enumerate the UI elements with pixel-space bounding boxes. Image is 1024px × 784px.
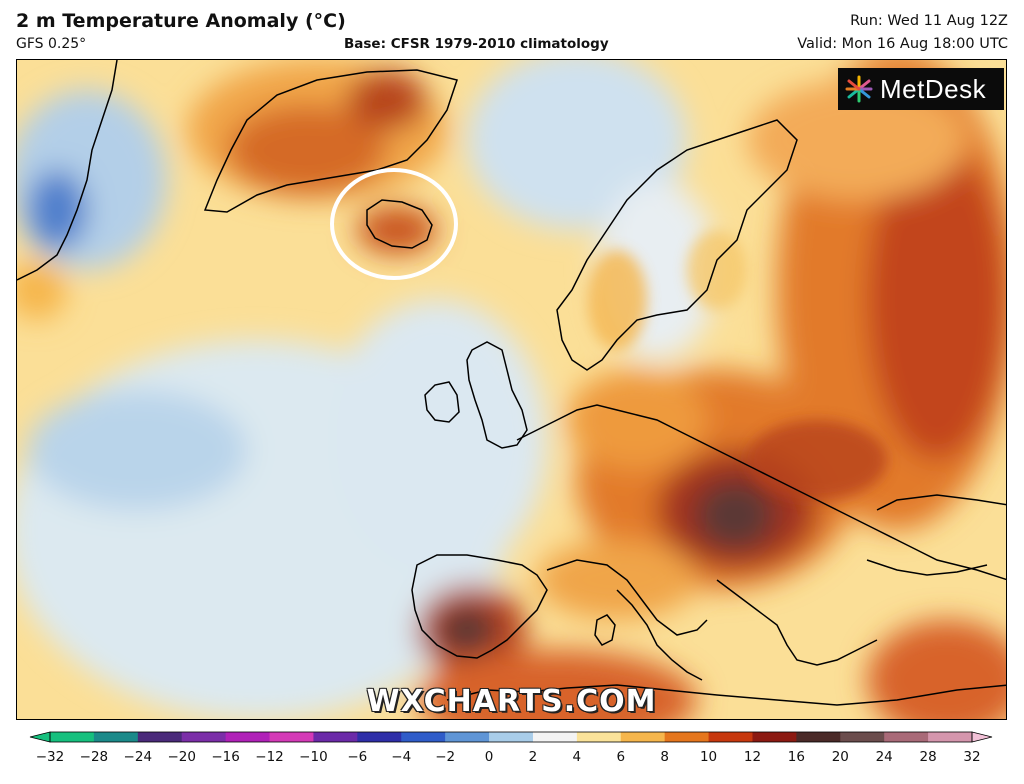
colorbar-tick-label: −6 [347,749,368,765]
map-canvas [17,60,1006,719]
colorbar-segment [313,732,358,742]
colorbar-segment [620,732,666,742]
colorbar-tick-label: 10 [699,749,718,765]
colorbar-segment [93,732,139,742]
colorbar-tick-label: −32 [35,749,65,765]
colorbar-tick-label: 8 [660,749,669,765]
colorbar-max-arrow [971,731,993,743]
colorbar-segment [50,732,95,742]
colorbar-tick-label: 2 [528,749,538,765]
colorbar-outline [49,731,973,743]
colorbar-segment [576,732,622,742]
colorbar [29,731,993,743]
colorbar-segment [796,732,841,742]
colorbar-tick-label: 6 [616,749,626,765]
colorbar-tick-label: 28 [919,749,937,765]
coastlines [17,60,1006,706]
colorbar-tick-label: −10 [299,749,328,765]
colorbar-segment [137,732,183,742]
colorbar-tick-label: −20 [167,749,196,765]
colorbar-segment [928,732,973,742]
colorbar-segment [752,732,797,742]
colorbar-tick-label: 4 [572,749,582,765]
anomaly-field [17,60,1006,719]
chart-title: 2 m Temperature Anomaly (°C) [16,10,346,32]
colorbar-segment [884,732,929,742]
run-time: Run: Wed 11 Aug 12Z [850,13,1008,29]
colorbar-segment [181,732,227,742]
colorbar-segment [445,732,490,742]
colorbar-tick-label: 16 [787,749,805,765]
model-label: GFS 0.25° [16,36,87,52]
base-climatology: Base: CFSR 1979-2010 climatology [344,36,609,52]
colorbar-tick-label: 24 [875,749,893,765]
colorbar-tick-label: −2 [435,749,456,765]
colorbar-segment [489,732,534,742]
colorbar-min-arrow [29,731,51,743]
iceland-highlight-circle [330,168,458,280]
starburst-icon [845,75,873,103]
colorbar-tick-label: −12 [255,749,284,765]
colorbar-segment [532,732,578,742]
colorbar-segment [269,732,314,742]
colorbar-tick-label: 0 [484,749,494,765]
colorbar-tick-label: −16 [211,749,240,765]
valid-time: Valid: Mon 16 Aug 18:00 UTC [797,36,1008,52]
colorbar-segment [664,732,710,742]
metdesk-logo: MetDesk [838,68,1004,110]
colorbar-segment [357,732,402,742]
temperature-anomaly-map: MetDesk WXCHARTS.COM [16,59,1007,720]
colorbar-segment [708,732,753,742]
colorbar-segment [401,732,446,742]
colorbar-tick-label: 12 [743,749,762,765]
colorbar-tick-label: −28 [79,749,109,765]
colorbar-segment [225,732,271,742]
colorbar-tick-label: −4 [391,749,412,765]
colorbar-tick-label: 32 [963,749,981,765]
colorbar-tick-label: −24 [123,749,153,765]
wxcharts-watermark: WXCHARTS.COM [366,684,657,719]
colorbar-tick-label: 20 [831,749,849,765]
logo-text: MetDesk [880,73,987,104]
colorbar-segment [840,732,885,742]
